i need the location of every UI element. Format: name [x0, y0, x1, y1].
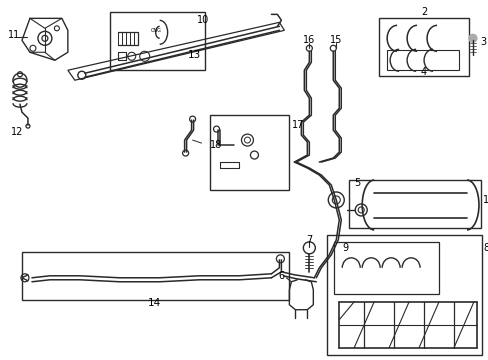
Bar — [209, 115, 289, 190]
Text: 3: 3 — [479, 37, 485, 47]
Text: 12: 12 — [11, 127, 23, 137]
Text: 8: 8 — [482, 243, 488, 253]
Text: 18: 18 — [209, 140, 222, 150]
Text: 17: 17 — [292, 120, 304, 130]
Bar — [378, 18, 468, 76]
Text: 14: 14 — [148, 298, 161, 308]
Text: 4: 4 — [420, 67, 427, 77]
Text: 1: 1 — [482, 195, 488, 205]
Text: 6: 6 — [278, 271, 284, 281]
Text: CNG: CNG — [151, 28, 162, 33]
Bar — [109, 12, 204, 70]
Bar — [326, 235, 481, 355]
Circle shape — [468, 34, 476, 42]
Bar — [348, 180, 480, 228]
Text: 2: 2 — [420, 7, 427, 17]
Text: 16: 16 — [303, 35, 315, 45]
Text: 11: 11 — [8, 30, 20, 40]
Bar — [22, 252, 289, 300]
Bar — [334, 242, 438, 294]
Bar — [386, 50, 458, 70]
Text: 5: 5 — [353, 178, 360, 188]
Text: 13: 13 — [187, 50, 201, 60]
Text: 7: 7 — [305, 235, 312, 245]
Text: 9: 9 — [342, 243, 347, 253]
Text: 10: 10 — [196, 15, 208, 25]
Text: 15: 15 — [329, 35, 342, 45]
